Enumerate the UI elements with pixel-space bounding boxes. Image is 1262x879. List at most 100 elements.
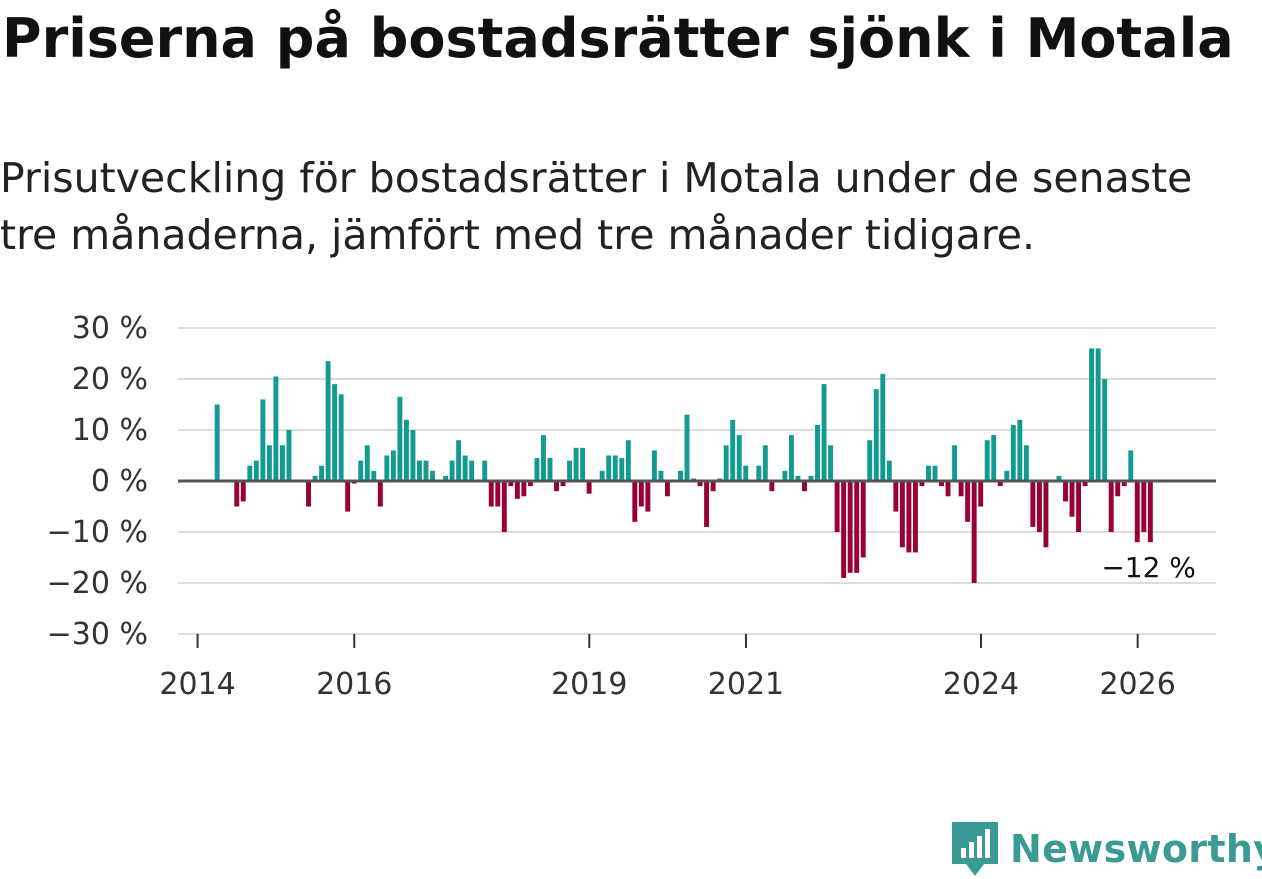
bar xyxy=(1141,481,1147,532)
bar xyxy=(586,481,592,494)
bar xyxy=(449,460,455,481)
bar xyxy=(338,394,344,481)
bar xyxy=(788,435,794,481)
bar xyxy=(880,373,886,481)
bar xyxy=(710,481,716,492)
y-tick-label: −20 % xyxy=(47,566,148,601)
bar xyxy=(736,435,742,481)
bar xyxy=(469,460,475,481)
bar xyxy=(841,481,847,578)
bar xyxy=(443,475,449,481)
bar xyxy=(756,465,762,481)
bar xyxy=(1102,379,1108,481)
x-tick-label: 2026 xyxy=(1099,667,1175,702)
bar xyxy=(253,460,259,481)
bar xyxy=(1128,450,1134,481)
bar xyxy=(664,481,670,497)
bar xyxy=(1115,481,1121,497)
bar xyxy=(514,481,520,499)
bar xyxy=(651,450,657,481)
bar xyxy=(1063,481,1068,502)
bar xyxy=(919,481,925,487)
bar xyxy=(319,465,325,481)
bar xyxy=(1108,481,1114,532)
bar xyxy=(1043,481,1049,548)
bar xyxy=(325,361,331,481)
x-tick-label: 2014 xyxy=(159,667,235,702)
bar xyxy=(958,481,964,497)
bar xyxy=(567,460,573,481)
bar xyxy=(867,440,873,481)
bar xyxy=(795,475,801,481)
bar xyxy=(821,384,827,481)
bar xyxy=(482,460,488,481)
bar xyxy=(945,481,951,497)
bar xyxy=(332,384,338,481)
bar xyxy=(847,481,853,573)
bar xyxy=(606,455,612,481)
bar xyxy=(266,445,272,481)
bar-chart: 30 %20 %10 %0 %−10 %−20 %−30 % 2014 2016 2… xyxy=(47,311,1216,702)
bar xyxy=(860,481,866,558)
bar xyxy=(286,430,292,481)
y-tick-label: 0 % xyxy=(91,464,148,499)
bar xyxy=(364,445,370,481)
bar xyxy=(658,470,664,481)
bar xyxy=(312,475,318,481)
chart-subtitle: Prisutveckling för bostadsrätter i Motal… xyxy=(0,154,1193,259)
bar xyxy=(397,396,403,481)
y-axis-tick-labels: 30 % 20 % 10 % 0 % −10 % −20 % −30 % xyxy=(47,311,148,652)
chart-title: Priserna på bostadsrätter sjönk i Motala xyxy=(2,7,1234,70)
brand-logo: Newsworthy xyxy=(950,820,1262,878)
bar xyxy=(214,404,220,481)
y-tick-label: 20 % xyxy=(72,362,148,397)
bar xyxy=(1056,475,1062,481)
bar xyxy=(580,447,586,481)
bar xyxy=(997,481,1003,487)
bar xyxy=(599,470,605,481)
bar xyxy=(456,440,462,481)
bar xyxy=(1089,348,1095,481)
bar xyxy=(1082,481,1088,487)
bar xyxy=(1134,481,1140,543)
bar xyxy=(358,460,364,481)
bar xyxy=(501,481,507,532)
bar xyxy=(554,481,559,492)
bar xyxy=(234,481,240,507)
bar xyxy=(560,481,566,487)
bar xyxy=(377,481,383,507)
bar xyxy=(612,455,618,481)
bar xyxy=(1030,481,1036,527)
bar xyxy=(873,389,879,481)
bar xyxy=(279,445,285,481)
bar xyxy=(971,481,977,583)
y-tick-label: −30 % xyxy=(47,617,148,652)
bar xyxy=(1010,424,1016,481)
bar xyxy=(384,455,390,481)
bar xyxy=(952,445,958,481)
grid-lines xyxy=(178,327,1216,635)
bar xyxy=(912,481,918,553)
bar xyxy=(1069,481,1075,517)
bar xyxy=(625,440,631,481)
bar xyxy=(730,419,736,481)
x-tick-label: 2021 xyxy=(708,667,784,702)
bar xyxy=(854,481,860,573)
latest-value-label: −12 % xyxy=(1101,551,1196,584)
bar xyxy=(782,470,788,481)
bar xyxy=(984,440,990,481)
bar xyxy=(345,481,351,512)
bar xyxy=(1095,348,1101,481)
bar xyxy=(527,481,533,487)
bar xyxy=(886,460,892,481)
bar xyxy=(932,465,938,481)
bar xyxy=(403,419,409,481)
bar xyxy=(978,481,984,507)
bar xyxy=(906,481,912,553)
bar xyxy=(410,430,416,481)
newsworthy-logo-icon xyxy=(952,822,998,876)
y-tick-label: −10 % xyxy=(47,515,148,550)
bar xyxy=(547,458,553,481)
bar xyxy=(893,481,899,512)
bar xyxy=(762,445,768,481)
